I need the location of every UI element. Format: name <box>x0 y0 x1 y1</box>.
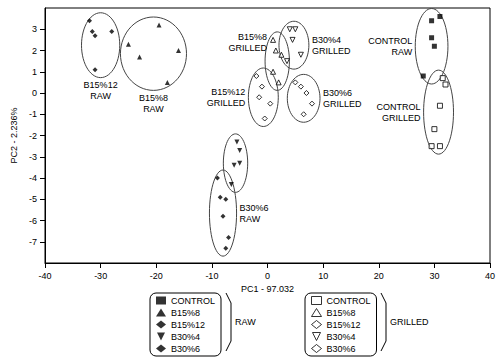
svg-text:3: 3 <box>32 24 37 34</box>
svg-text:B15%12: B15%12 <box>84 80 118 90</box>
svg-text:0: 0 <box>265 271 270 281</box>
svg-text:-40: -40 <box>38 271 51 281</box>
svg-text:-20: -20 <box>150 271 163 281</box>
svg-text:-1: -1 <box>29 109 37 119</box>
svg-text:B30%6: B30%6 <box>327 344 356 354</box>
svg-text:B30%4: B30%4 <box>312 35 341 45</box>
svg-text:B15%8: B15%8 <box>238 32 267 42</box>
svg-text:GRILLED: GRILLED <box>229 43 268 53</box>
svg-text:-10: -10 <box>205 271 218 281</box>
svg-text:B15%12: B15%12 <box>211 87 245 97</box>
svg-text:-2: -2 <box>29 131 37 141</box>
svg-text:-4: -4 <box>29 173 37 183</box>
svg-text:GRILLED: GRILLED <box>312 46 351 56</box>
svg-text:10: 10 <box>318 271 328 281</box>
svg-text:GRILLED: GRILLED <box>207 98 246 108</box>
svg-text:GRILLED: GRILLED <box>390 317 429 327</box>
svg-text:40: 40 <box>485 271 495 281</box>
svg-text:B30%6: B30%6 <box>323 88 352 98</box>
svg-text:B15%12: B15%12 <box>171 320 205 330</box>
svg-text:B30%6: B30%6 <box>171 344 200 354</box>
svg-text:PC1 - 97.032: PC1 - 97.032 <box>241 284 294 294</box>
svg-text:CONTROL: CONTROL <box>377 102 421 112</box>
svg-text:0: 0 <box>32 88 37 98</box>
svg-text:30: 30 <box>429 271 439 281</box>
svg-text:RAW: RAW <box>143 104 164 114</box>
svg-text:-5: -5 <box>29 194 37 204</box>
svg-text:B30%6: B30%6 <box>240 203 269 213</box>
svg-text:CONTROL: CONTROL <box>171 296 215 306</box>
svg-text:20: 20 <box>374 271 384 281</box>
svg-text:-3: -3 <box>29 152 37 162</box>
svg-text:B30%4: B30%4 <box>327 332 356 342</box>
svg-text:B15%12: B15%12 <box>327 320 361 330</box>
svg-text:-7: -7 <box>29 237 37 247</box>
svg-text:1: 1 <box>32 67 37 77</box>
svg-text:GRILLED: GRILLED <box>323 99 362 109</box>
svg-text:RAW: RAW <box>90 91 111 101</box>
svg-text:B15%8: B15%8 <box>171 308 200 318</box>
svg-text:RAW: RAW <box>235 317 256 327</box>
svg-text:-30: -30 <box>94 271 107 281</box>
svg-text:2: 2 <box>32 46 37 56</box>
svg-text:CONTROL: CONTROL <box>327 296 371 306</box>
svg-text:B15%8: B15%8 <box>139 93 168 103</box>
svg-text:B30%4: B30%4 <box>171 332 200 342</box>
svg-text:GRILLED: GRILLED <box>382 113 421 123</box>
svg-text:RAW: RAW <box>392 47 413 57</box>
svg-text:B15%8: B15%8 <box>327 308 356 318</box>
svg-text:CONTROL: CONTROL <box>368 36 412 46</box>
svg-text:PC2 - 2.236%: PC2 - 2.236% <box>9 107 19 163</box>
svg-text:RAW: RAW <box>240 214 261 224</box>
svg-text:-6: -6 <box>29 216 37 226</box>
